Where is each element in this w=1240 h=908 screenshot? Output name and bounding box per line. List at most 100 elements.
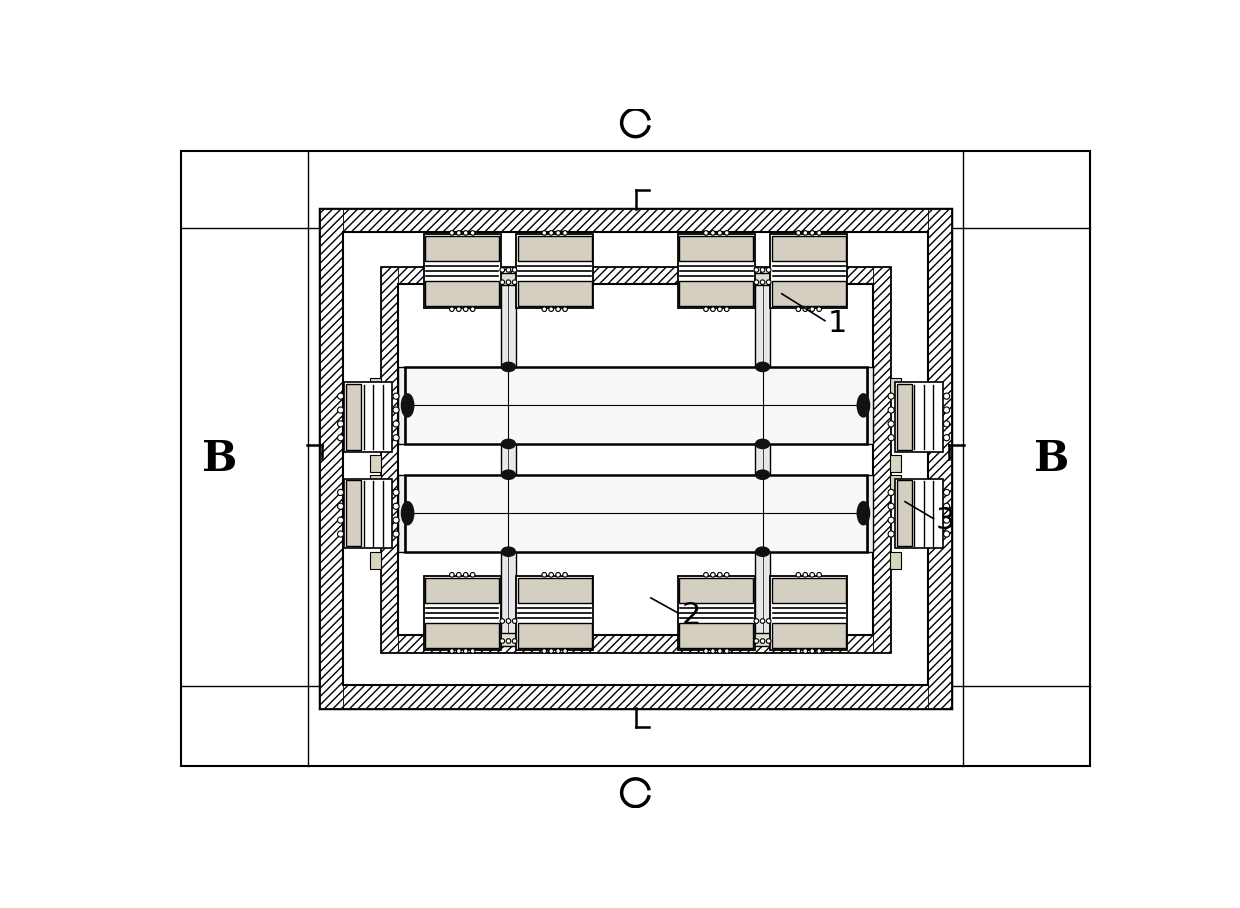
Circle shape xyxy=(556,648,560,654)
Circle shape xyxy=(393,420,399,427)
Bar xyxy=(680,236,754,262)
Circle shape xyxy=(703,307,708,311)
Circle shape xyxy=(817,573,821,577)
Circle shape xyxy=(804,307,807,311)
Circle shape xyxy=(754,280,759,284)
Bar xyxy=(501,283,516,367)
Bar xyxy=(382,267,889,284)
Circle shape xyxy=(724,231,729,235)
Circle shape xyxy=(754,618,759,623)
Bar xyxy=(425,623,500,648)
Bar xyxy=(517,623,591,648)
Ellipse shape xyxy=(857,394,869,417)
Circle shape xyxy=(796,648,801,654)
Ellipse shape xyxy=(755,470,770,479)
Circle shape xyxy=(393,517,399,523)
Circle shape xyxy=(817,648,821,654)
Bar xyxy=(895,382,942,451)
Bar xyxy=(867,475,873,552)
Circle shape xyxy=(703,573,708,577)
Circle shape xyxy=(500,638,505,644)
Text: B: B xyxy=(202,438,237,479)
Bar xyxy=(320,685,951,708)
Circle shape xyxy=(563,648,568,654)
Bar xyxy=(517,281,591,306)
Bar xyxy=(382,635,889,652)
Bar xyxy=(404,475,867,552)
Ellipse shape xyxy=(501,439,516,449)
Circle shape xyxy=(703,648,708,654)
Circle shape xyxy=(711,307,715,311)
Circle shape xyxy=(724,307,729,311)
Circle shape xyxy=(888,531,894,537)
Bar xyxy=(404,367,867,444)
Circle shape xyxy=(337,393,343,400)
Bar xyxy=(755,283,770,367)
Ellipse shape xyxy=(755,362,770,371)
Bar xyxy=(497,634,520,646)
Circle shape xyxy=(944,393,950,400)
Circle shape xyxy=(506,618,511,623)
Bar xyxy=(343,232,928,685)
Circle shape xyxy=(711,648,715,654)
Text: 3: 3 xyxy=(936,507,955,536)
Circle shape xyxy=(817,231,821,235)
Ellipse shape xyxy=(857,501,869,525)
Circle shape xyxy=(796,573,801,577)
Circle shape xyxy=(456,573,461,577)
Bar xyxy=(345,479,392,548)
Circle shape xyxy=(888,517,894,523)
Bar xyxy=(516,577,593,649)
Bar xyxy=(771,236,846,262)
Bar xyxy=(928,209,951,708)
Circle shape xyxy=(944,531,950,537)
Bar xyxy=(181,152,1090,765)
Bar xyxy=(771,577,846,603)
Bar xyxy=(755,552,770,635)
Circle shape xyxy=(456,648,461,654)
Circle shape xyxy=(337,517,343,523)
Bar xyxy=(320,209,951,708)
Circle shape xyxy=(393,435,399,440)
Circle shape xyxy=(456,307,461,311)
Circle shape xyxy=(470,231,475,235)
Circle shape xyxy=(944,420,950,427)
Bar xyxy=(370,379,382,395)
Circle shape xyxy=(470,573,475,577)
Circle shape xyxy=(796,307,801,311)
Circle shape xyxy=(766,638,771,644)
Circle shape xyxy=(456,231,461,235)
Ellipse shape xyxy=(501,470,516,479)
Circle shape xyxy=(512,268,517,272)
Circle shape xyxy=(549,231,553,235)
Bar xyxy=(889,379,901,395)
Circle shape xyxy=(766,280,771,284)
Circle shape xyxy=(718,307,722,311)
Circle shape xyxy=(549,573,553,577)
Circle shape xyxy=(450,231,454,235)
Circle shape xyxy=(542,648,547,654)
Circle shape xyxy=(944,435,950,440)
Circle shape xyxy=(506,638,511,644)
Circle shape xyxy=(512,638,517,644)
Bar xyxy=(771,281,846,306)
Bar xyxy=(755,444,770,475)
Bar xyxy=(889,456,901,472)
Circle shape xyxy=(944,407,950,413)
Circle shape xyxy=(556,231,560,235)
Bar xyxy=(895,479,942,548)
Circle shape xyxy=(500,618,505,623)
Circle shape xyxy=(766,618,771,623)
Circle shape xyxy=(542,231,547,235)
Circle shape xyxy=(542,307,547,311)
Circle shape xyxy=(470,307,475,311)
Bar xyxy=(425,577,500,603)
Bar xyxy=(680,577,754,603)
Circle shape xyxy=(804,573,807,577)
Circle shape xyxy=(718,231,722,235)
Bar xyxy=(370,475,382,491)
Circle shape xyxy=(549,648,553,654)
Circle shape xyxy=(888,435,894,440)
Circle shape xyxy=(888,420,894,427)
Circle shape xyxy=(337,531,343,537)
